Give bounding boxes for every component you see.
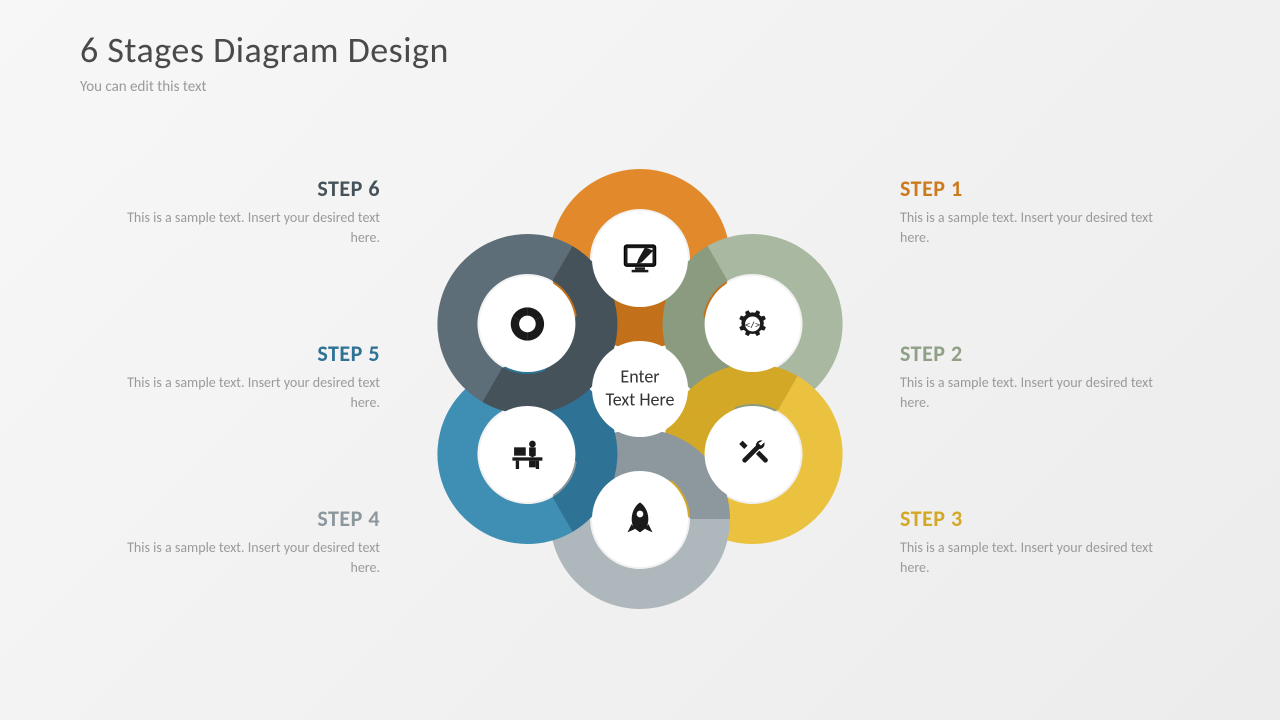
center-text-line-2: Text Here (606, 389, 675, 412)
step-2-desc: This is a sample text. Insert your desir… (900, 373, 1160, 412)
step-6-title: STEP 6 (120, 175, 380, 202)
step-5-desc: This is a sample text. Insert your desir… (120, 373, 380, 412)
svg-text:</>: </> (745, 319, 760, 329)
step-5-title: STEP 5 (120, 340, 380, 367)
step-4-desc: This is a sample text. Insert your desir… (120, 538, 380, 577)
step-4-label: STEP 4 This is a sample text. Insert your… (120, 505, 380, 577)
slide-title: 6 Stages Diagram Design (80, 28, 449, 72)
step-5-label: STEP 5 This is a sample text. Insert your… (120, 340, 380, 412)
step-1-title: STEP 1 (900, 175, 1160, 202)
ring-step-6-hub (479, 276, 575, 372)
step-1-desc: This is a sample text. Insert your desir… (900, 208, 1160, 247)
step-6-label: STEP 6 This is a sample text. Insert your… (120, 175, 380, 247)
slide-subtitle: You can edit this text (80, 78, 207, 96)
step-4-title: STEP 4 (120, 505, 380, 532)
step-6-desc: This is a sample text. Insert your desir… (120, 208, 380, 247)
center-text-line-1: Enter (606, 365, 675, 388)
step-2-title: STEP 2 (900, 340, 1160, 367)
step-3-desc: This is a sample text. Insert your desir… (900, 538, 1160, 577)
center-text: Enter Text Here (606, 365, 675, 412)
step-3-label: STEP 3 This is a sample text. Insert your… (900, 505, 1160, 577)
ring-step-5-hub (479, 406, 575, 502)
step-2-label: STEP 2 This is a sample text. Insert your… (900, 340, 1160, 412)
step-1-label: STEP 1 This is a sample text. Insert your… (900, 175, 1160, 247)
step-3-title: STEP 3 (900, 505, 1160, 532)
